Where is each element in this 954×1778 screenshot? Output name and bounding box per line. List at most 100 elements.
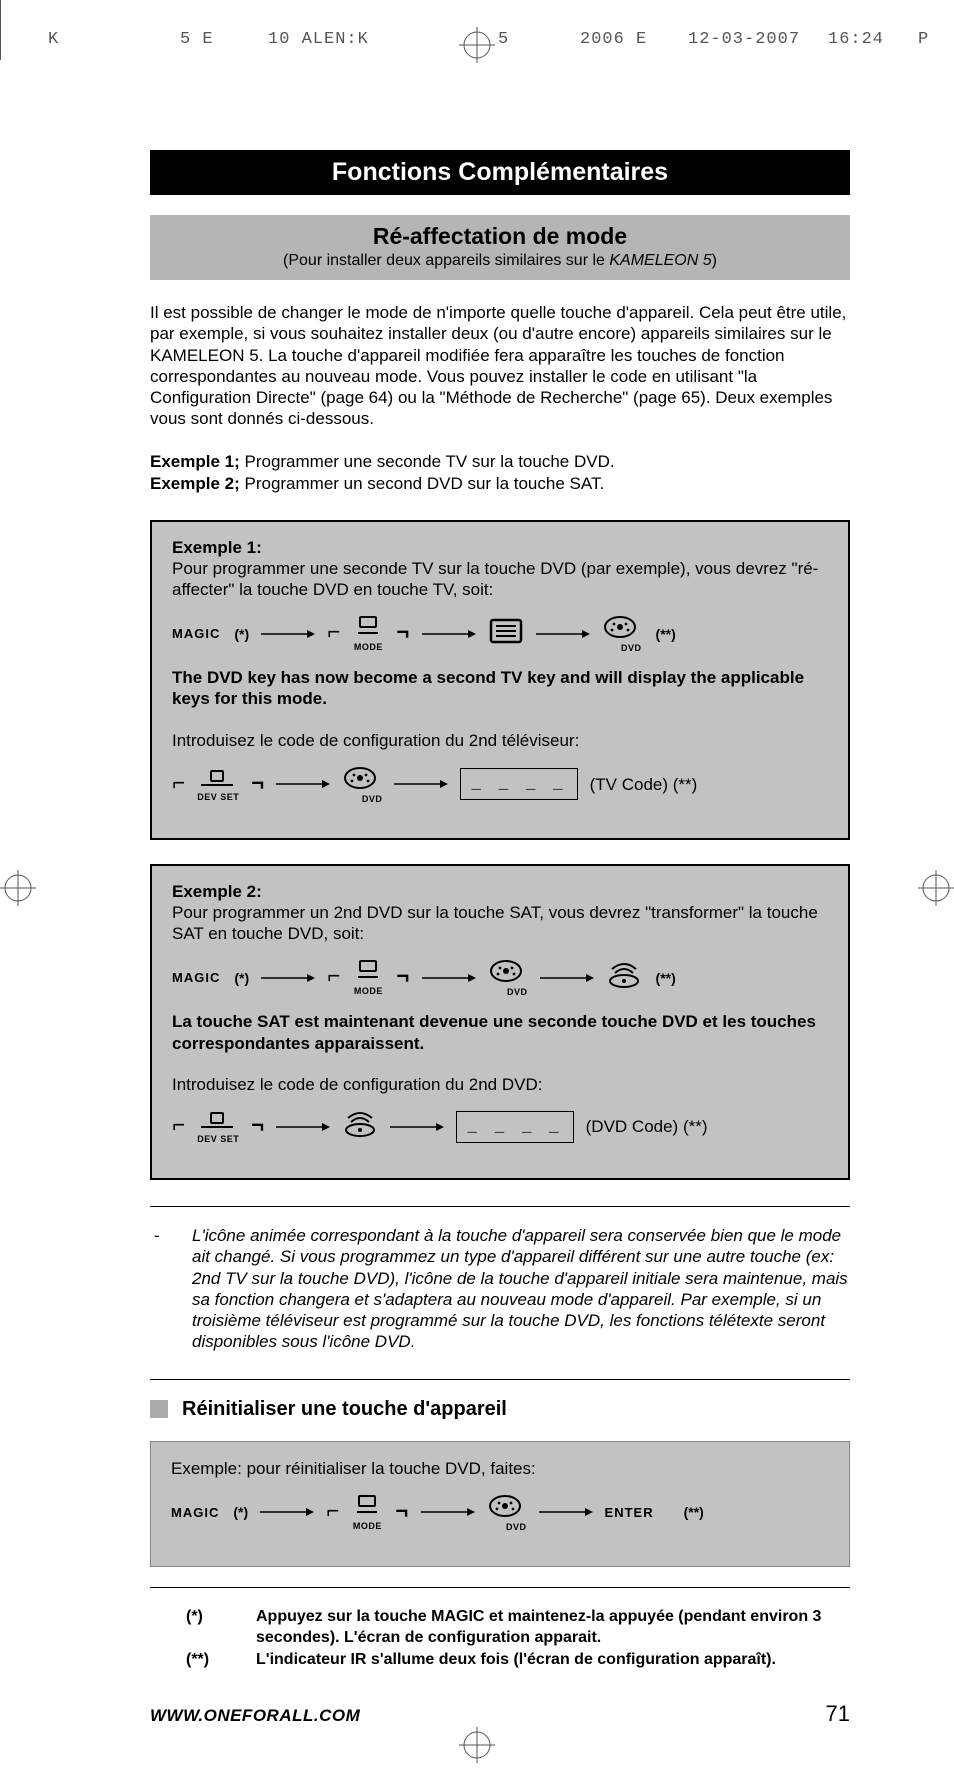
- mode-icon: MODE: [352, 959, 384, 996]
- example-1-lead: Pour programmer une seconde TV sur la to…: [172, 558, 828, 601]
- crop-seg: 5 E: [180, 30, 214, 49]
- bracket-close: ¬: [396, 621, 409, 646]
- arrow-icon: [390, 1121, 444, 1133]
- page-footer: WWW.ONEFORALL.COM 71: [150, 1701, 850, 1727]
- dash-bullet: -: [154, 1225, 160, 1246]
- footnotes: (*) Appuyez sur la touche MAGIC et maint…: [150, 1606, 850, 1671]
- intro-paragraph: Il est possible de changer le mode de n'…: [150, 302, 850, 430]
- registration-mark-icon: [918, 870, 954, 911]
- sequence-reset: MAGIC (*) ⌐ MODE ¬ DVD ENTER (**): [171, 1493, 829, 1532]
- crop-seg: 5: [498, 30, 509, 49]
- sequence-2b: ⌐ DEV SET ¬ _ _ _ _ (DVD Code) (**): [172, 1109, 828, 1144]
- sequence-1a: MAGIC (*) ⌐ MODE ¬ DVD (**): [172, 614, 828, 653]
- arrow-icon: [276, 1121, 330, 1133]
- example-1-result: The DVD key has now become a second TV k…: [172, 667, 828, 710]
- example-2-lead: Pour programmer un 2nd DVD sur la touche…: [172, 902, 828, 945]
- icon-note: - L'icône animée correspondant à la touc…: [150, 1225, 850, 1353]
- crop-seg: P: [918, 30, 929, 49]
- registration-mark-icon: [459, 27, 495, 63]
- dstar-note: (**): [684, 1504, 704, 1520]
- dstar-note: (**): [656, 626, 676, 642]
- bracket-close: ¬: [396, 965, 409, 990]
- print-crop-header: K 5 E 10 ALEN:K 5 2006 E 12-03-2007 16:2…: [0, 30, 954, 55]
- subsection-title: Ré-affectation de mode: [160, 223, 840, 250]
- bracket-close: ¬: [251, 1114, 264, 1139]
- example-2-title: Exemple 2:: [172, 882, 828, 902]
- page-number: 71: [826, 1701, 850, 1727]
- dvd-icon: DVD: [487, 1493, 527, 1532]
- code-entry-box: _ _ _ _: [456, 1111, 573, 1143]
- registration-mark-icon: [459, 1727, 495, 1768]
- reset-box: Exemple: pour réinitialiser la touche DV…: [150, 1441, 850, 1567]
- crop-corner: [0, 0, 1, 30]
- crop-seg: 10 ALEN:K: [268, 30, 369, 49]
- square-bullet-icon: [150, 1400, 168, 1418]
- arrow-icon: [261, 628, 315, 640]
- page-content: Fonctions Complémentaires Ré-affectation…: [150, 150, 850, 1727]
- dstar-note: (**): [656, 970, 676, 986]
- footnote-b: (**) L'indicateur IR s'allume deux fois …: [186, 1649, 850, 1671]
- code-label: (TV Code) (**): [590, 774, 698, 795]
- example-1-title: Exemple 1:: [172, 538, 828, 558]
- mode-icon: MODE: [351, 1494, 383, 1531]
- arrow-icon: [260, 1506, 314, 1518]
- divider: [150, 1206, 850, 1207]
- mode-icon: MODE: [352, 615, 384, 652]
- example-2-result: La touche SAT est maintenant devenue une…: [172, 1011, 828, 1054]
- divider: [150, 1587, 850, 1588]
- arrow-icon: [422, 972, 476, 984]
- subsection-subtitle: (Pour installer deux appareils similaire…: [160, 252, 840, 270]
- reset-section-header: Réinitialiser une touche d'appareil: [150, 1398, 850, 1421]
- magic-label: MAGIC: [172, 970, 220, 985]
- crop-seg: 16:24: [828, 30, 884, 49]
- arrow-icon: [540, 972, 594, 984]
- example-2-config: Introduisez le code de configuration du …: [172, 1074, 828, 1095]
- example-1-config: Introduisez le code de configuration du …: [172, 730, 828, 751]
- devset-icon: DEV SET: [197, 1109, 239, 1144]
- example-box-2: Exemple 2: Pour programmer un 2nd DVD su…: [150, 864, 850, 1180]
- arrow-icon: [276, 778, 330, 790]
- tv-icon: [488, 617, 524, 650]
- section-banner: Fonctions Complémentaires: [150, 150, 850, 195]
- devset-icon: DEV SET: [197, 767, 239, 802]
- star-note: (*): [234, 626, 249, 642]
- sat-icon: [342, 1110, 378, 1143]
- bracket-close: ¬: [251, 772, 264, 797]
- bracket-open: ⌐: [327, 965, 340, 990]
- arrow-icon: [422, 628, 476, 640]
- bracket-open: ⌐: [172, 1114, 185, 1139]
- footnote-a: (*) Appuyez sur la touche MAGIC et maint…: [186, 1606, 850, 1649]
- dvd-icon: DVD: [488, 958, 528, 997]
- code-entry-box: _ _ _ _: [460, 768, 577, 800]
- subsection-banner: Ré-affectation de mode (Pour installer d…: [150, 215, 850, 280]
- sat-icon: [606, 961, 642, 994]
- star-note: (*): [234, 970, 249, 986]
- example-summary-1: Exemple 1; Programmer une seconde TV sur…: [150, 452, 850, 472]
- crop-seg: K: [48, 30, 59, 49]
- divider: [150, 1379, 850, 1380]
- arrow-icon: [539, 1506, 593, 1518]
- example-summary-2: Exemple 2; Programmer un second DVD sur …: [150, 474, 850, 494]
- bracket-open: ⌐: [327, 621, 340, 646]
- magic-label: MAGIC: [171, 1505, 219, 1520]
- star-note: (*): [233, 1504, 248, 1520]
- registration-mark-icon: [0, 870, 36, 911]
- bracket-close: ¬: [395, 1500, 408, 1525]
- reset-heading: Réinitialiser une touche d'appareil: [182, 1398, 507, 1421]
- arrow-icon: [421, 1506, 475, 1518]
- dvd-icon: DVD: [602, 614, 642, 653]
- arrow-icon: [261, 972, 315, 984]
- sequence-2a: MAGIC (*) ⌐ MODE ¬ DVD (**): [172, 958, 828, 997]
- bracket-open: ⌐: [172, 772, 185, 797]
- code-label: (DVD Code) (**): [586, 1116, 708, 1137]
- crop-seg: 2006 E: [580, 30, 647, 49]
- dvd-icon: DVD: [342, 765, 382, 804]
- sequence-1b: ⌐ DEV SET ¬ DVD _ _ _ _ (TV Code) (**): [172, 765, 828, 804]
- crop-seg: 12-03-2007: [688, 30, 800, 49]
- magic-label: MAGIC: [172, 626, 220, 641]
- bracket-open: ⌐: [326, 1500, 339, 1525]
- enter-label: ENTER: [605, 1505, 654, 1520]
- reset-lead: Exemple: pour réinitialiser la touche DV…: [171, 1458, 829, 1479]
- arrow-icon: [536, 628, 590, 640]
- footer-url: WWW.ONEFORALL.COM: [150, 1706, 360, 1726]
